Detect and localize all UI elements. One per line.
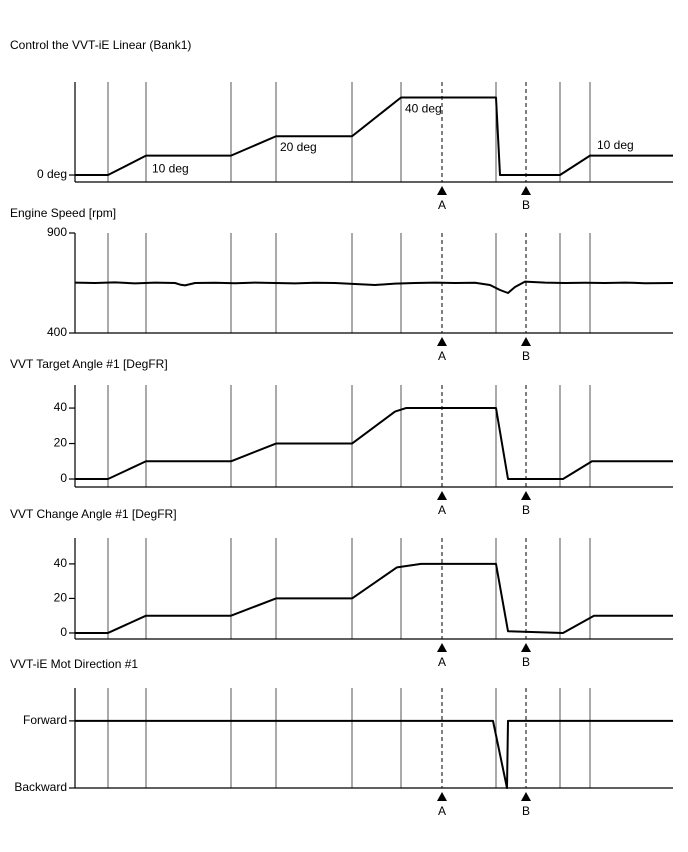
data-line [75,96,673,177]
y-tick-label: 20 [54,591,68,605]
annotation: 40 deg [405,101,442,115]
y-tick-label: Backward [14,780,67,794]
marker-label: B [522,503,530,517]
marker-arrow [521,792,531,801]
data-line [75,562,673,634]
marker-label: B [522,655,530,669]
panel-title: Control the VVT-iE Linear (Bank1) [10,38,191,52]
marker-arrow [437,792,447,801]
marker-arrow [521,337,531,346]
marker-label: B [522,349,530,363]
marker-arrow [521,491,531,500]
y-tick-label: 40 [54,556,68,570]
marker-arrow [521,643,531,652]
panel-title: Engine Speed [rpm] [10,206,116,220]
marker-arrow [437,643,447,652]
data-line [75,407,673,481]
annotation: 10 deg [597,138,634,152]
marker-label: A [438,655,446,669]
marker-label: A [438,503,446,517]
y-tick-label: 0 deg [37,167,67,181]
annotation: 10 deg [152,161,189,175]
marker-label: A [438,349,446,363]
annotation: 20 deg [280,140,317,154]
marker-arrow [521,186,531,195]
marker-label: B [522,198,530,212]
panel-title: VVT-iE Mot Direction #1 [10,657,138,671]
panel-title: VVT Change Angle #1 [DegFR] [10,507,177,521]
y-tick-label: Forward [23,713,67,727]
y-tick-label: 40 [54,400,68,414]
y-tick-label: 900 [47,225,67,239]
y-tick-label: 400 [47,325,67,339]
y-tick-label: 0 [60,625,67,639]
data-line [75,719,673,789]
marker-arrow [437,337,447,346]
data-line [74,280,674,294]
y-tick-label: 20 [54,436,68,450]
marker-label: B [522,804,530,818]
marker-arrow [437,491,447,500]
marker-label: A [438,198,446,212]
marker-label: A [438,804,446,818]
panel-title: VVT Target Angle #1 [DegFR] [10,357,168,371]
y-tick-label: 0 [60,471,67,485]
marker-arrow [437,186,447,195]
